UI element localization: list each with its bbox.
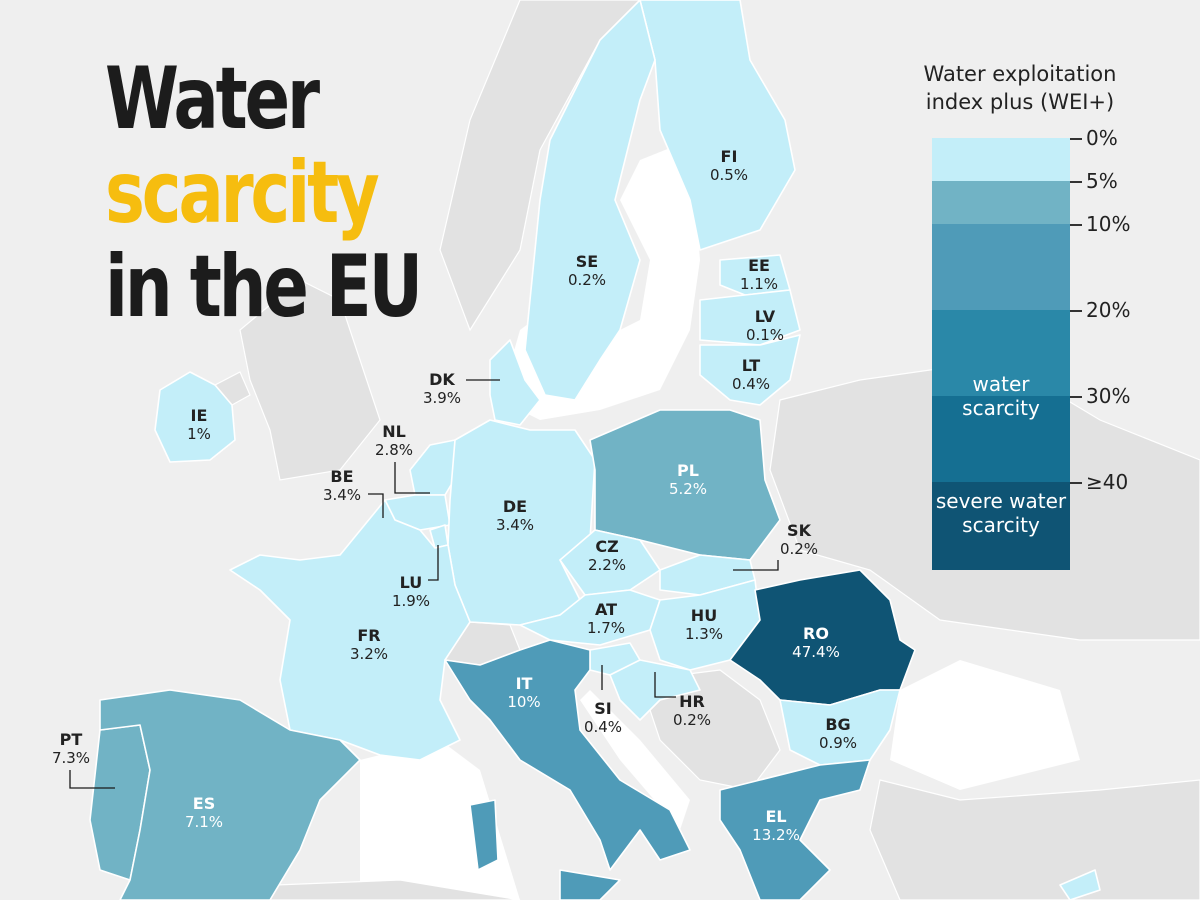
label-pt: PT 7.3% <box>51 730 91 767</box>
country-dk[interactable] <box>489 339 541 426</box>
legend-band-30-40 <box>932 396 1070 482</box>
label-ee: EE 1.1% <box>739 256 779 293</box>
lu-leader <box>428 545 439 581</box>
legend-band-20-30 <box>932 310 1070 396</box>
country-pl[interactable] <box>589 409 781 561</box>
label-bg: BG 0.9% <box>818 715 858 752</box>
label-fi: FI 0.5% <box>709 147 749 184</box>
title-line-1: Water <box>105 49 320 149</box>
label-be: BE 3.4% <box>322 467 362 504</box>
country-fr[interactable] <box>229 499 471 761</box>
country-cy[interactable] <box>1059 869 1101 900</box>
be-leader <box>368 493 384 518</box>
legend-tick-10 <box>1070 224 1082 226</box>
legend-tick-label-5: 5% <box>1086 169 1118 193</box>
title-line-3: in the EU <box>105 237 423 337</box>
nl-leader <box>394 462 430 494</box>
page-title: Water scarcity in the EU <box>105 49 423 337</box>
legend-tick-label-40: ≥40 <box>1086 470 1129 494</box>
label-ro: RO 47.4% <box>792 624 840 661</box>
country-fi[interactable] <box>639 0 796 251</box>
legend-tick-20 <box>1070 310 1082 312</box>
label-nl: NL 2.8% <box>374 422 414 459</box>
label-cz: CZ 2.2% <box>587 537 627 574</box>
label-lu: LU 1.9% <box>391 573 431 610</box>
legend-tick-30 <box>1070 396 1082 398</box>
legend-title: Water exploitation index plus (WEI+) <box>880 60 1160 116</box>
black-sea <box>890 660 1080 790</box>
label-si: SI 0.4% <box>583 699 623 736</box>
country-bg[interactable] <box>779 689 901 766</box>
label-it: IT 10% <box>507 674 541 711</box>
legend-title-line-1: Water exploitation <box>923 62 1117 86</box>
legend-tick-label-30: 30% <box>1086 384 1131 408</box>
legend-band-5-10 <box>932 181 1070 224</box>
label-dk: DK 3.9% <box>422 370 462 407</box>
norway-region <box>439 0 641 332</box>
balkans-region <box>639 669 781 791</box>
title-line-2: scarcity <box>105 143 380 243</box>
country-se[interactable] <box>524 0 656 401</box>
legend-band-10-20 <box>932 224 1070 310</box>
adriatic-sea <box>580 690 690 830</box>
label-lv: LV 0.1% <box>745 307 785 344</box>
country-lv[interactable] <box>699 289 801 346</box>
legend-band-40-plus <box>932 482 1070 570</box>
label-hr: HR 0.2% <box>672 692 712 729</box>
sk-leader <box>733 560 779 571</box>
legend-tick-label-0: 0% <box>1086 126 1118 150</box>
label-fr: FR 3.2% <box>349 626 389 663</box>
label-lt: LT 0.4% <box>731 356 771 393</box>
label-at: AT 1.7% <box>586 600 626 637</box>
legend-tick-0 <box>1070 138 1082 140</box>
label-el: EL 13.2% <box>752 807 800 844</box>
label-pl: PL 5.2% <box>668 461 708 498</box>
legend-water-scarcity-label: water scarcity <box>962 372 1040 420</box>
country-ie[interactable] <box>154 371 236 463</box>
legend-severe-water-scarcity-label: severe water scarcity <box>935 489 1067 537</box>
legend-title-line-2: index plus (WEI+) <box>925 90 1115 114</box>
pt-leader <box>69 770 115 789</box>
uk-region <box>239 279 381 481</box>
hr-leader <box>654 672 676 698</box>
country-el[interactable] <box>719 759 871 900</box>
label-es: ES 7.1% <box>184 794 224 831</box>
legend-tick-label-20: 20% <box>1086 298 1131 322</box>
legend-tick-5 <box>1070 181 1082 183</box>
label-ie: IE 1% <box>187 406 211 443</box>
country-it[interactable] <box>444 639 691 900</box>
country-lt[interactable] <box>699 334 801 406</box>
label-se: SE 0.2% <box>567 252 607 289</box>
legend-tick-label-10: 10% <box>1086 212 1131 236</box>
country-es[interactable] <box>99 689 361 900</box>
label-sk: SK 0.2% <box>779 521 819 558</box>
label-hu: HU 1.3% <box>684 606 724 643</box>
label-de: DE 3.4% <box>495 497 535 534</box>
legend-tick-40 <box>1070 482 1082 484</box>
turkey-region <box>869 779 1200 900</box>
legend-band-0-5 <box>932 138 1070 181</box>
